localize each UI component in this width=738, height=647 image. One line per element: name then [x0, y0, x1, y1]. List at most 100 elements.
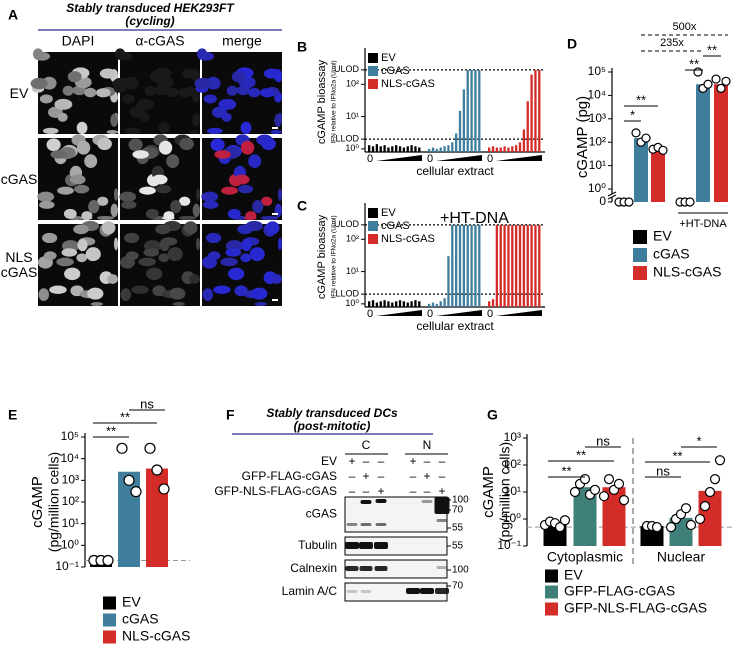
bar	[518, 224, 522, 307]
row-label: EV	[9, 84, 29, 101]
y-tick-label: 10⁻¹	[55, 559, 79, 573]
panel-label: C	[297, 198, 307, 214]
cell	[96, 88, 111, 98]
sign: –	[363, 454, 370, 468]
bar	[511, 146, 514, 152]
significance-label: **	[106, 423, 116, 438]
cell	[39, 94, 53, 104]
data-point	[598, 491, 610, 502]
data-point	[554, 522, 566, 533]
x-tick-label: 0	[427, 308, 433, 320]
cell	[110, 113, 118, 127]
sign: +	[348, 454, 355, 468]
blot-label: cGAS	[306, 507, 337, 521]
bar	[534, 69, 537, 152]
data-point	[658, 145, 668, 155]
y-axis-label: cGAMP	[480, 466, 497, 518]
sign: +	[409, 454, 416, 468]
cell	[179, 137, 194, 151]
bar	[458, 224, 462, 307]
data-point	[151, 464, 163, 476]
legend-swatch	[103, 596, 116, 610]
data-point	[699, 501, 711, 512]
cell	[87, 287, 104, 300]
bar	[447, 145, 450, 152]
bar	[458, 110, 462, 152]
cell	[203, 200, 219, 209]
scale-bar	[272, 127, 278, 129]
blot-label: Tubulin	[298, 538, 337, 552]
cell	[32, 48, 44, 60]
bar	[379, 146, 382, 152]
sign: –	[349, 484, 356, 498]
condition-label: GFP-FLAG-cGAS	[242, 469, 337, 483]
legend-swatch	[633, 248, 647, 262]
legend-label: EV	[564, 567, 583, 583]
band	[346, 590, 358, 593]
bar	[146, 468, 168, 567]
data-point	[716, 83, 726, 93]
legend-label: EV	[381, 52, 396, 64]
channel-header: merge	[222, 33, 262, 49]
data-point	[641, 133, 651, 143]
bar	[443, 146, 446, 152]
bar	[402, 147, 406, 152]
group-label: Cytoplasmic	[547, 549, 623, 565]
cell	[194, 77, 212, 90]
channel-header: α-cGAS	[135, 33, 184, 49]
cell	[270, 130, 282, 134]
panel-label: D	[567, 36, 577, 52]
band	[360, 500, 372, 504]
cell	[138, 257, 156, 267]
bar	[398, 146, 402, 152]
dilution-wedge	[436, 310, 482, 316]
cell	[77, 238, 88, 252]
mw-label: 100	[452, 565, 469, 576]
bar	[391, 146, 394, 152]
data-point	[123, 474, 135, 486]
band	[434, 497, 450, 514]
y-axis-label: cGAMP (pg)	[574, 96, 591, 178]
cell	[261, 137, 276, 151]
y-tick-label: 10¹	[589, 158, 606, 172]
legend-swatch	[545, 602, 558, 616]
bar	[428, 148, 431, 152]
row-label: cGAS	[0, 170, 38, 187]
bar	[406, 302, 409, 307]
cell	[159, 238, 170, 252]
panel-label: F	[226, 407, 235, 423]
cell	[97, 137, 112, 151]
bar	[573, 487, 597, 546]
y-axis-sublabel: IFN relative to IFNα2a (U/ml)	[331, 60, 338, 143]
x-tick-label: 0	[487, 153, 493, 165]
band	[374, 566, 388, 571]
bar	[488, 147, 491, 152]
band	[345, 542, 359, 549]
band	[374, 542, 388, 549]
cell	[156, 184, 172, 194]
data-point	[714, 455, 726, 466]
bar	[526, 224, 529, 307]
sign: –	[439, 454, 446, 468]
x-tick-label: 0	[367, 153, 373, 165]
cell	[192, 203, 200, 218]
cell	[192, 113, 200, 127]
data-point	[102, 554, 114, 567]
cell	[240, 140, 255, 155]
bar	[503, 224, 506, 307]
cell	[146, 267, 163, 281]
bar	[470, 69, 473, 152]
sign: +	[377, 484, 384, 498]
bar	[478, 224, 481, 307]
bar	[466, 224, 469, 307]
y-tick-label: 10¹	[346, 266, 359, 276]
y-tick-label: 10²	[346, 79, 359, 89]
bar	[491, 146, 495, 152]
panel-title: Stably transduced HEK293FT	[66, 1, 235, 15]
cell	[43, 251, 57, 261]
legend-label: NLS-cGAS	[381, 78, 435, 90]
band	[420, 588, 434, 594]
bar	[398, 300, 402, 307]
cell	[69, 174, 86, 185]
legend-swatch	[545, 585, 558, 599]
